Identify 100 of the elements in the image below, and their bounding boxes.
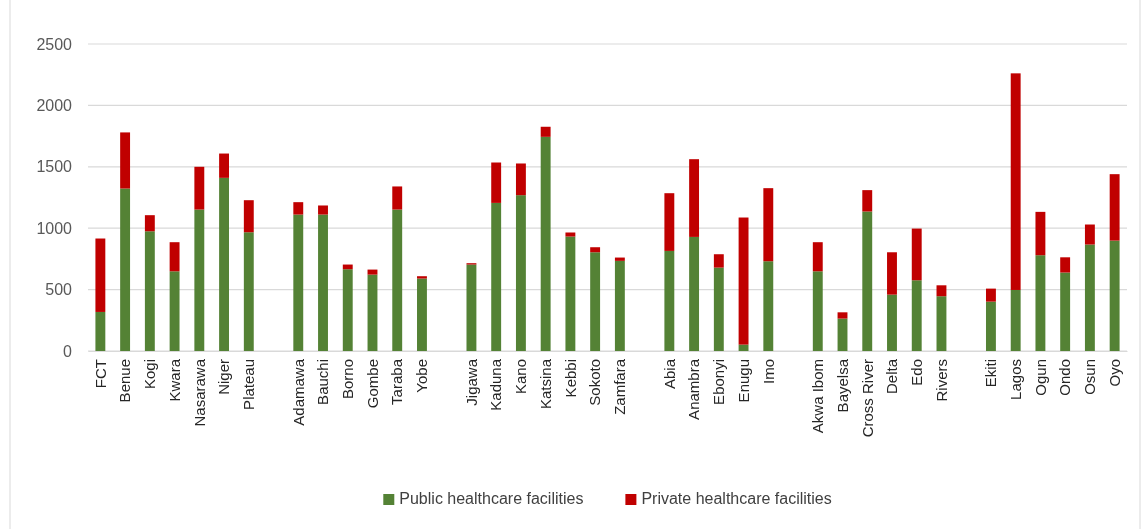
y-tick-label: 1500 xyxy=(36,158,73,176)
x-tick-label: Zamfara xyxy=(611,358,629,415)
bar xyxy=(590,247,601,253)
bar xyxy=(1084,244,1095,351)
bar xyxy=(342,269,353,351)
bar xyxy=(293,202,304,215)
x-tick-label: Ondo xyxy=(1056,359,1074,396)
bar xyxy=(713,254,724,268)
bar xyxy=(144,231,155,351)
bar xyxy=(738,217,749,345)
bar xyxy=(515,195,526,351)
x-tick-label: Edo xyxy=(907,359,925,386)
bar xyxy=(1035,255,1046,351)
bar xyxy=(491,202,502,351)
bar xyxy=(1109,174,1120,241)
x-tick-label: Plateau xyxy=(240,359,258,410)
bar xyxy=(1035,211,1046,256)
x-tick-label: Lagos xyxy=(1006,359,1024,400)
legend-label: Public healthcare facilities xyxy=(399,490,584,507)
bar xyxy=(1084,224,1095,245)
bar xyxy=(614,257,625,261)
x-tick-label: Katsina xyxy=(536,358,554,410)
bar xyxy=(614,260,625,351)
bar xyxy=(862,211,873,351)
y-tick-label: 2500 xyxy=(36,35,73,53)
x-tick-label: Kebbi xyxy=(561,359,579,398)
x-tick-label: Akwa Ibom xyxy=(809,359,827,434)
x-tick-label: Yobe xyxy=(413,359,431,393)
x-tick-label: Jigawa xyxy=(462,358,480,406)
bar xyxy=(392,209,403,351)
x-tick-label: Benue xyxy=(116,359,134,403)
x-tick-label: Imo xyxy=(759,359,777,385)
x-tick-label: Kano xyxy=(512,359,530,395)
bar xyxy=(985,301,996,351)
bar xyxy=(194,209,205,351)
bar xyxy=(120,132,131,189)
bar xyxy=(1109,240,1120,351)
x-tick-label: Enugu xyxy=(734,359,752,403)
x-tick-label: FCT xyxy=(91,359,109,389)
bar xyxy=(392,186,403,210)
bar xyxy=(713,267,724,351)
bar xyxy=(95,238,106,312)
x-tick-label: Bauchi xyxy=(314,359,332,405)
bar xyxy=(887,252,897,295)
y-tick-label: 500 xyxy=(45,281,73,299)
x-tick-label: Osun xyxy=(1081,359,1099,395)
bar xyxy=(565,236,576,351)
bar xyxy=(911,228,922,281)
bar xyxy=(837,312,848,319)
bar xyxy=(1060,257,1071,273)
x-tick-label: Ogun xyxy=(1031,359,1049,396)
bar xyxy=(243,200,254,233)
bar xyxy=(417,276,427,279)
x-tick-label: Ebonyi xyxy=(710,359,728,405)
y-tick-label: 1000 xyxy=(36,219,73,237)
bar xyxy=(1010,73,1021,290)
x-tick-label: Bayelsa xyxy=(833,358,851,413)
bar xyxy=(887,294,897,351)
bar xyxy=(491,162,502,203)
bar xyxy=(540,126,551,137)
bar xyxy=(515,163,526,196)
bar xyxy=(664,193,675,251)
x-tick-label: Kogi xyxy=(141,359,159,390)
bar xyxy=(293,214,304,351)
bar xyxy=(689,236,700,351)
bar xyxy=(936,285,947,297)
bar xyxy=(243,232,254,351)
bar xyxy=(194,166,205,210)
bar xyxy=(1010,289,1021,351)
x-tick-label: Nasarawa xyxy=(190,358,208,427)
bar xyxy=(367,269,378,275)
bar xyxy=(911,280,922,351)
x-tick-label: Rivers xyxy=(932,359,950,402)
bar xyxy=(985,288,996,302)
x-tick-label: Taraba xyxy=(388,358,406,405)
x-tick-label: Ekiti xyxy=(982,359,1000,388)
y-tick-label: 2000 xyxy=(36,97,73,115)
bar xyxy=(812,242,823,272)
x-tick-label: Sokoto xyxy=(586,359,604,406)
x-tick-label: Oyo xyxy=(1105,359,1123,387)
bar xyxy=(664,250,675,351)
bar xyxy=(318,205,328,215)
bar xyxy=(837,318,848,351)
bar xyxy=(689,159,700,237)
x-tick-label: Anambra xyxy=(685,358,703,420)
bar xyxy=(862,190,873,212)
legend-label: Private healthcare facilities xyxy=(641,490,832,507)
x-tick-label: Gombe xyxy=(363,359,381,409)
bar xyxy=(1060,272,1071,351)
x-tick-label: Borno xyxy=(339,359,356,400)
bar xyxy=(95,311,106,351)
bar xyxy=(590,252,601,351)
x-tick-label: Delta xyxy=(883,358,901,395)
x-tick-label: Cross River xyxy=(858,359,876,438)
y-tick-label: 0 xyxy=(63,342,73,360)
x-tick-label: Abia xyxy=(660,358,678,390)
bar xyxy=(318,214,328,351)
bar xyxy=(169,242,180,272)
bar xyxy=(540,136,551,351)
bar xyxy=(812,271,823,351)
